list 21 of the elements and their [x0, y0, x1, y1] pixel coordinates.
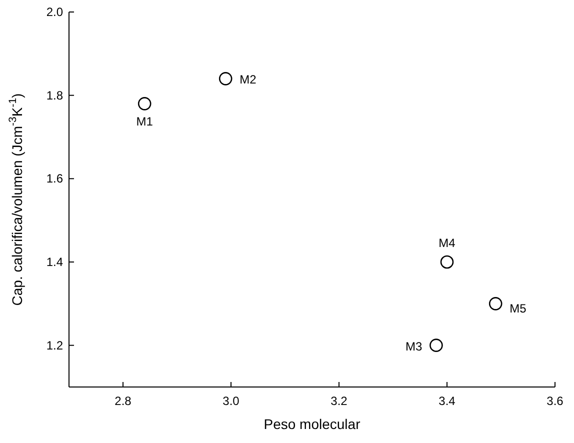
- y-tick-label: 1.2: [46, 338, 64, 352]
- annotation: M3: [406, 339, 423, 354]
- y-tick-label: 1.6: [46, 172, 64, 186]
- y-tick-label: 1.8: [46, 88, 64, 102]
- x-tick-label: 3.6: [546, 394, 564, 408]
- x-tick-label: 2.8: [114, 394, 132, 408]
- point: [488, 297, 502, 310]
- annotation: M4: [438, 236, 456, 250]
- annotation: M5: [510, 302, 527, 316]
- point: [440, 255, 454, 269]
- annotation: M2: [240, 72, 257, 87]
- x-tick-label: 3.0: [222, 394, 240, 408]
- x-tick-label: 3.4: [438, 394, 456, 408]
- y-tick-label: 1.4: [46, 255, 64, 269]
- annotation: M1: [136, 114, 154, 129]
- x-axis-title: Peso molecular: [264, 416, 361, 432]
- y-tick-label: 2.0: [46, 5, 64, 19]
- point: [218, 72, 232, 86]
- x-tick-label: 3.2: [330, 394, 348, 408]
- point: [138, 97, 152, 110]
- point: [430, 338, 443, 352]
